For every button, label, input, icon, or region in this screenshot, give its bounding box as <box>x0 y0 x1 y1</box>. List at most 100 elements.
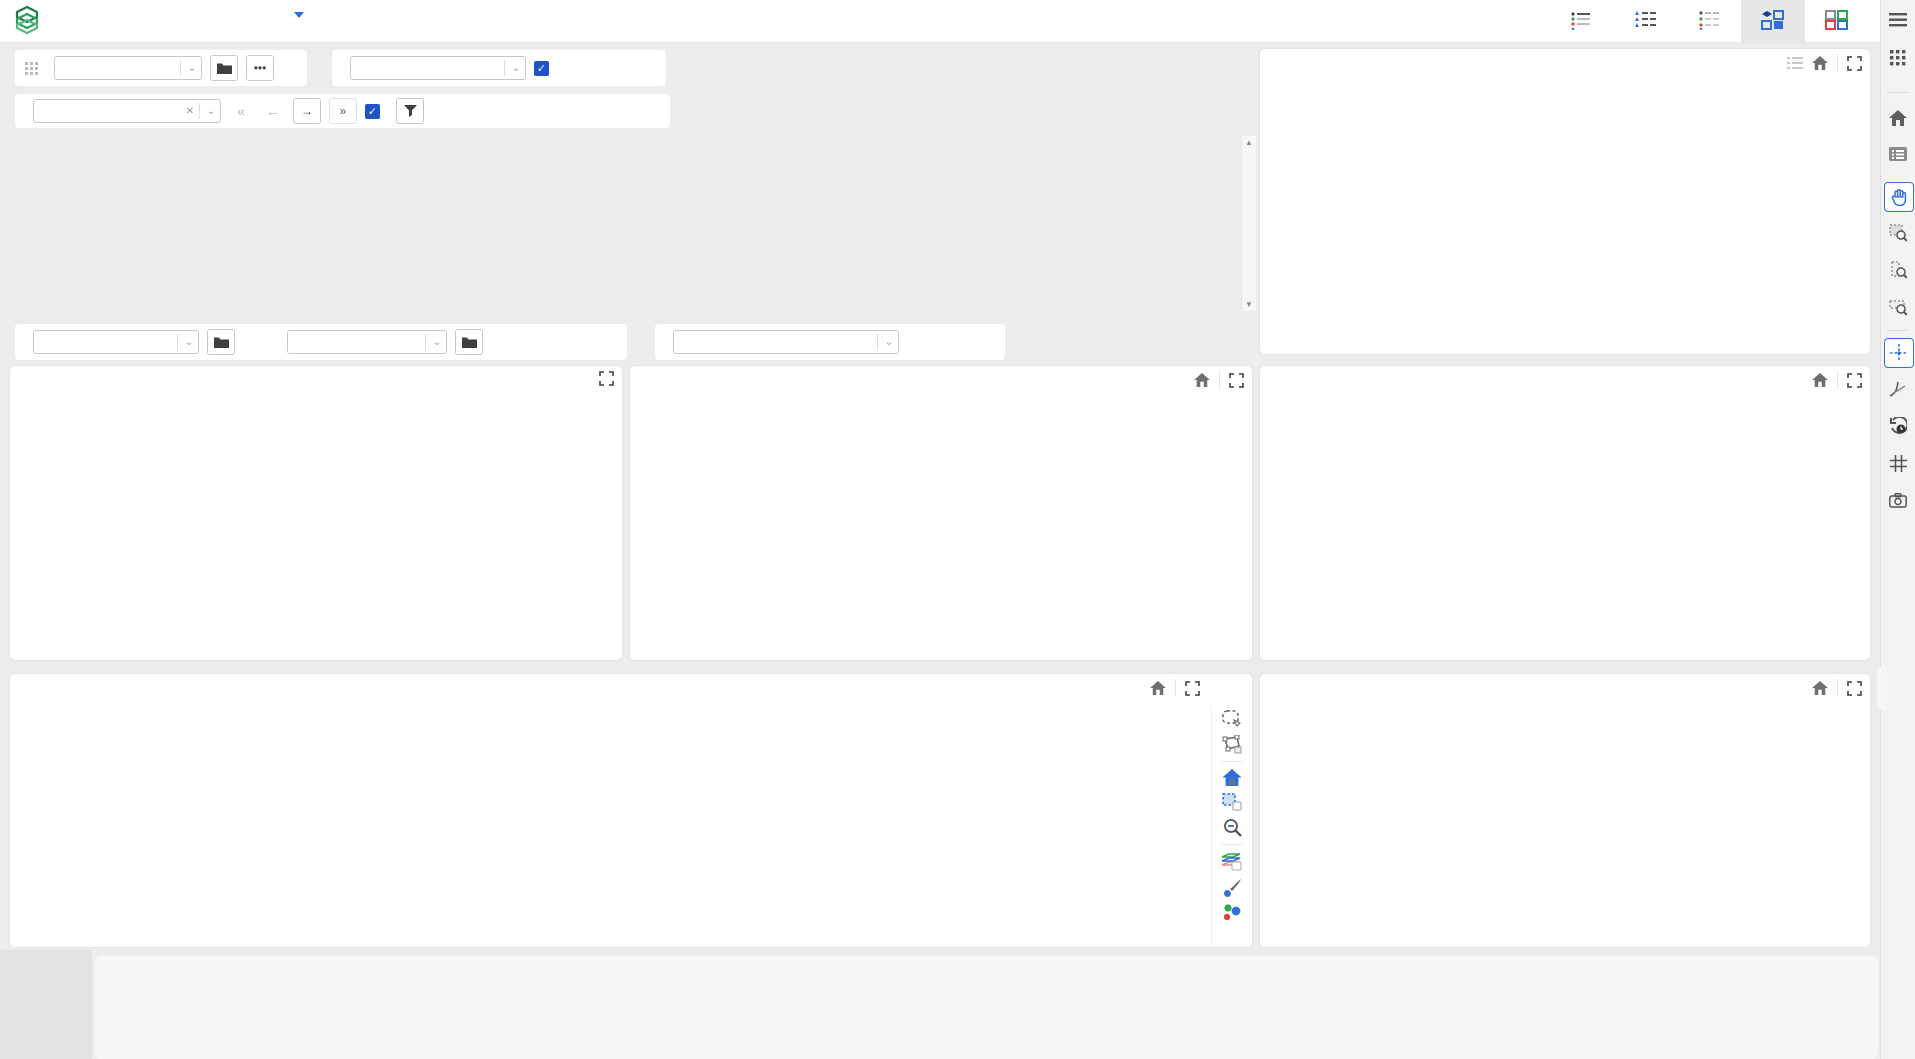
shutin-closeup-panel <box>1260 366 1870 660</box>
shutin-filter-button[interactable] <box>396 98 424 124</box>
filter-funnel-icon <box>403 105 417 117</box>
pan-hand-tool[interactable] <box>1884 182 1914 212</box>
crosshair-tool[interactable] <box>1884 338 1914 368</box>
first-shutin-button[interactable]: « <box>237 103 245 119</box>
apps-grid-icon[interactable] <box>1884 44 1912 72</box>
tangent-line-tool[interactable] <box>1884 375 1912 403</box>
well-flat-view-icon <box>1635 11 1656 27</box>
expand-icon[interactable] <box>1229 372 1244 388</box>
well-combobox[interactable]: ⌄ <box>54 56 202 80</box>
map-toolbar-divider <box>1221 844 1243 845</box>
polygon-edit-tool[interactable] <box>1222 735 1242 754</box>
rate-folder-button[interactable] <box>207 329 235 355</box>
bottom-gray-block <box>0 950 92 1059</box>
last-shutin-button[interactable]: » <box>329 98 357 124</box>
pressure-combobox[interactable]: ⌄ <box>287 330 447 354</box>
screenshot-camera-icon[interactable] <box>1884 486 1912 514</box>
rate-combobox[interactable]: ⌄ <box>33 330 199 354</box>
rail-divider <box>1887 92 1909 93</box>
loglog-chart[interactable] <box>1260 82 1868 354</box>
zoom-horizontal-tool[interactable] <box>1884 293 1912 321</box>
drag-handle-icon[interactable] <box>25 61 38 75</box>
pressure-folder-button[interactable] <box>455 329 483 355</box>
home-icon[interactable] <box>1812 56 1828 70</box>
tab-production[interactable] <box>1805 0 1869 42</box>
home-icon[interactable] <box>1194 373 1210 387</box>
tab-data-flat-view[interactable] <box>1677 0 1741 42</box>
production-icon <box>1825 10 1848 30</box>
loglog-panel <box>1260 49 1870 354</box>
well-results-panel <box>1260 674 1870 947</box>
zoom-out-tool[interactable] <box>1223 818 1242 837</box>
history-clock-icon[interactable] <box>1884 412 1912 440</box>
map-canvas[interactable] <box>11 706 1211 946</box>
home-icon[interactable] <box>1812 681 1828 695</box>
folder-icon <box>216 63 232 74</box>
history-plot-panel <box>630 366 1252 660</box>
open-well-folder-button[interactable] <box>210 55 238 81</box>
home-icon[interactable] <box>1812 373 1828 387</box>
grid-toggle-icon[interactable] <box>1884 449 1912 477</box>
view-switcher <box>1549 0 1869 42</box>
home-icon[interactable] <box>1884 104 1912 132</box>
map-home-icon[interactable] <box>1222 769 1242 786</box>
well-properties-header <box>10 366 622 397</box>
shutin-table-scrollbar[interactable]: ▲ ▼ <box>1241 136 1256 311</box>
loglog-header <box>1260 49 1870 80</box>
rail-divider <box>1887 330 1909 331</box>
map-header <box>10 674 1252 705</box>
template-combobox[interactable]: ⌄ <box>350 56 526 80</box>
hide-empty-plots-checkbox[interactable]: ✓ <box>534 60 549 76</box>
previous-shutin-button[interactable]: ← <box>266 103 280 119</box>
breadcrumb <box>285 12 313 18</box>
history-plot-chart[interactable] <box>630 399 1250 660</box>
map-panel <box>10 674 1252 947</box>
data-flat-view-icon <box>1699 11 1719 30</box>
map-toolbar-divider <box>1221 761 1243 762</box>
map-toolbar <box>1211 706 1252 946</box>
container-card: ⌄ <box>655 324 1005 360</box>
container-combobox[interactable]: ⌄ <box>673 330 899 354</box>
marquee-select-tool[interactable] <box>1222 793 1242 811</box>
folder-icon <box>213 337 229 348</box>
well-properties-panel <box>10 366 622 660</box>
zoom-rectangle-tool[interactable] <box>1884 219 1912 247</box>
tab-pta-dashboard[interactable] <box>1741 0 1805 42</box>
scroll-up-icon[interactable]: ▲ <box>1245 138 1253 147</box>
brand <box>12 5 52 35</box>
well-more-options-button[interactable]: ••• <box>246 55 274 81</box>
template-selector-card: ⌄ ✓ <box>332 50 666 86</box>
shutin-closeup-chart[interactable] <box>1260 399 1868 660</box>
rate-pressure-card: ⌄ ⌄ <box>15 324 627 360</box>
zoom-vertical-tool[interactable] <box>1884 256 1912 284</box>
menu-hamburger-icon[interactable] <box>1884 6 1912 34</box>
tree-view-icon <box>1571 12 1590 30</box>
paintbrush-icon[interactable] <box>1222 878 1242 897</box>
project-dropdown-caret-icon[interactable] <box>294 12 304 18</box>
tab-well-flat-view[interactable] <box>1613 0 1677 42</box>
layers-icon[interactable] <box>1221 852 1243 871</box>
legend-list-icon[interactable] <box>1787 56 1803 70</box>
expand-icon[interactable] <box>1847 372 1862 388</box>
well-results-chart[interactable] <box>1260 707 1868 947</box>
app-header <box>0 0 1881 43</box>
lasso-select-tool[interactable] <box>1222 710 1242 728</box>
colored-dots-icon[interactable] <box>1223 904 1242 921</box>
expand-icon[interactable] <box>1847 55 1862 71</box>
folder-icon <box>461 337 477 348</box>
expand-icon[interactable] <box>599 371 614 386</box>
bottom-empty-area <box>95 956 1878 1059</box>
next-shutin-button[interactable]: → <box>293 98 321 124</box>
home-icon[interactable] <box>1150 681 1166 695</box>
legend-list-icon[interactable] <box>1884 140 1912 168</box>
overlay-checkbox[interactable]: ✓ <box>365 103 380 119</box>
kappa-logo-icon <box>15 5 39 35</box>
expand-icon[interactable] <box>1185 680 1200 696</box>
tab-tree-view[interactable] <box>1549 0 1613 42</box>
history-plot-header <box>630 366 1252 397</box>
expand-icon[interactable] <box>1847 680 1862 696</box>
scroll-down-icon[interactable]: ▼ <box>1245 300 1253 309</box>
active-shutin-combobox[interactable]: ✕ ⌄ <box>33 99 221 123</box>
right-toolbar-rail <box>1877 0 1915 1059</box>
